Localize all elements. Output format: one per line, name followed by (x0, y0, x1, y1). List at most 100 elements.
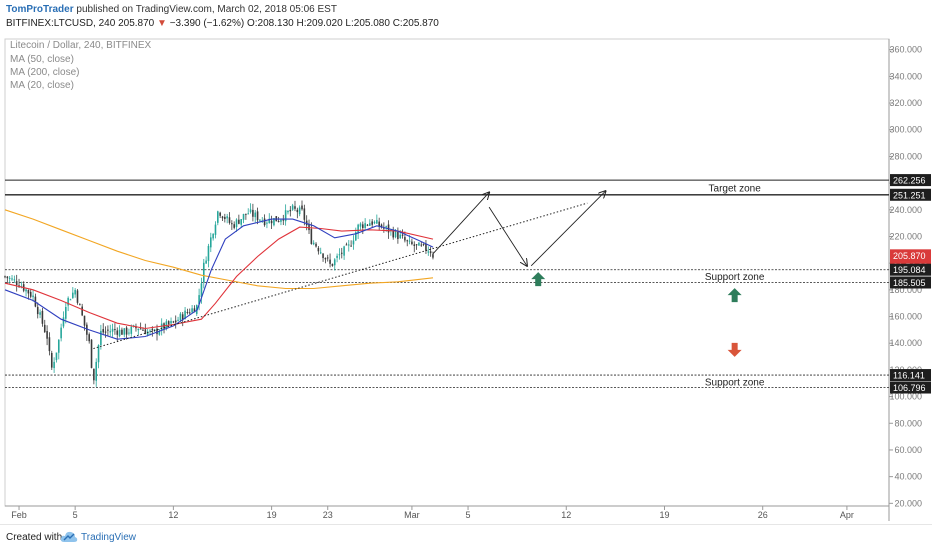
candle-down (301, 205, 303, 210)
symbol-label: BITFINEX:LTCUSD, 240 (6, 18, 116, 29)
candle-up (268, 218, 271, 224)
candle-down (315, 243, 317, 247)
candle-up (100, 330, 102, 346)
zone-label: Support zone (705, 377, 765, 388)
candle-up (399, 234, 402, 239)
candle-down (245, 213, 247, 215)
candle-up (202, 262, 205, 283)
candle-down (340, 252, 343, 254)
x-tick-label: 12 (168, 510, 178, 520)
candle-up (359, 223, 362, 227)
candle-down (102, 329, 105, 333)
y-tick-label: 40.000 (894, 472, 922, 482)
candle-up (128, 332, 130, 334)
candle-up (347, 244, 350, 246)
publish-info: published on TradingView.com, March 02, … (76, 4, 337, 15)
candle-up (357, 224, 359, 234)
candle-down (252, 209, 254, 217)
candle-up (352, 240, 355, 245)
candle-down (429, 251, 432, 254)
price-badge-label: 106.796 (893, 383, 926, 393)
candle-up (8, 277, 11, 279)
candle-down (172, 321, 175, 323)
ohlc-line: BITFINEX:LTCUSD, 240 205.870 ▼ −3.390 (−… (6, 18, 439, 29)
high-value: 209.020 (306, 18, 343, 29)
candle-up (95, 361, 98, 381)
candle-down (411, 241, 413, 245)
candle-up (160, 323, 163, 331)
candle-up (273, 218, 275, 226)
candle-down (406, 240, 409, 242)
candle-up (109, 331, 112, 333)
ma50-line (4, 226, 434, 330)
candle-down (221, 216, 224, 219)
candle-down (107, 329, 109, 331)
candle-up (118, 329, 121, 337)
candle-down (263, 218, 266, 226)
y-tick-label: 340.000 (889, 71, 922, 81)
price-chart[interactable]: 20.00040.00060.00080.000100.000120.00014… (0, 34, 932, 524)
candle-down (15, 281, 18, 286)
candle-up (427, 251, 430, 253)
candle-up (97, 345, 100, 363)
candle-up (369, 223, 371, 226)
candle-down (142, 329, 144, 331)
candle-down (156, 328, 158, 335)
candle-down (303, 208, 306, 220)
candle-down (383, 227, 385, 229)
y-tick-label: 60.000 (894, 445, 922, 455)
projection-up-line (432, 192, 489, 255)
y-tick-label: 180.000 (889, 285, 922, 295)
candle-down (270, 220, 273, 224)
y-tick-label: 80.000 (894, 418, 922, 428)
ma200-line (4, 209, 434, 290)
open-value: 208.130 (257, 18, 294, 29)
last-price: 205.870 (118, 18, 155, 29)
x-tick-label: Apr (840, 510, 854, 520)
candle-down (79, 304, 81, 306)
price-badge-label: 195.084 (893, 265, 926, 275)
price-badge (890, 263, 931, 276)
candle-down (88, 334, 90, 342)
price-badge (890, 381, 931, 394)
candle-down (397, 231, 399, 240)
candle-down (294, 206, 296, 209)
y-tick-label: 240.000 (889, 205, 922, 215)
low-value: 205.080 (353, 18, 390, 29)
candle-up (214, 224, 217, 235)
candle-up (13, 279, 16, 281)
candle-down (238, 219, 240, 224)
candle-up (191, 308, 193, 313)
x-tick-label: Mar (404, 510, 420, 520)
tradingview-brand[interactable]: TradingView (81, 532, 137, 543)
candle-up (137, 328, 140, 331)
candle-up (198, 295, 200, 305)
candle-down (404, 237, 406, 241)
candle-up (207, 245, 210, 262)
candle-down (380, 224, 383, 228)
candle-down (310, 228, 313, 244)
x-tick-label: 12 (561, 510, 571, 520)
candle-down (362, 224, 364, 229)
candle-down (277, 221, 280, 223)
candle-down (289, 209, 292, 212)
candle-down (231, 223, 233, 225)
price-badge (890, 188, 931, 201)
candle-up (319, 252, 322, 254)
candle-up (149, 330, 151, 332)
candle-down (413, 244, 416, 246)
candle-down (256, 211, 259, 221)
candle-down (282, 219, 285, 221)
candle-down (6, 276, 9, 279)
author-link[interactable]: TomProTrader (6, 4, 74, 15)
candle-up (343, 246, 345, 256)
candle-up (354, 232, 357, 241)
price-badge (890, 249, 931, 262)
y-tick-label: 280.000 (889, 151, 922, 161)
candle-up (287, 210, 289, 213)
legend-ma20: MA (20, close) (10, 80, 74, 91)
candle-up (177, 319, 179, 321)
candle-up (217, 211, 219, 223)
candle-down (188, 312, 191, 314)
candle-down (392, 230, 395, 238)
